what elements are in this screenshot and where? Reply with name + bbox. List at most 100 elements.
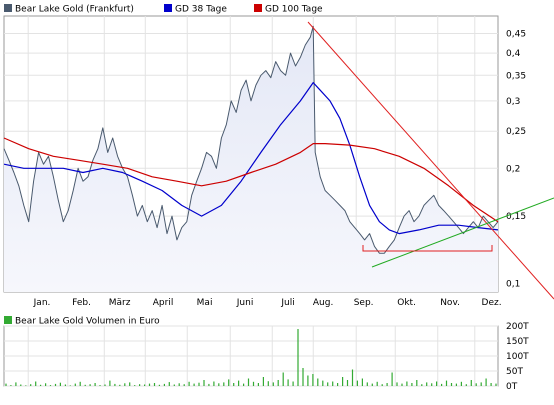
volume-bar [173,384,175,386]
volume-y-tick-label: 200T [506,322,529,332]
series-line-gd38 [3,81,499,235]
volume-bar [421,384,423,386]
volume-bar [59,382,61,386]
volume-bar [445,380,448,386]
series-line-gd100 [3,137,499,223]
price-y-tick-label: 0,3 [506,97,520,107]
volume-bar [470,380,472,386]
price-x-tick-label: Okt. [397,298,416,308]
volume-bar [406,381,408,386]
volume-bar [480,382,482,386]
volume-bar [213,381,215,386]
volume-bar [218,383,220,386]
legend-swatch-gd100 [254,4,262,12]
legend-label-gd38: GD 38 Tage [175,5,227,15]
volume-bar [84,384,86,386]
price-x-tick-label: Juni [236,298,254,308]
volume-bar [178,383,180,386]
volume-bar [188,381,190,386]
volume-bar [163,383,165,386]
volume-bars [5,329,497,386]
volume-bar [198,382,200,386]
volume-bar [356,380,358,386]
volume-bar [346,380,349,386]
price-x-tick-label: Dez. [482,298,502,308]
volume-bar [495,383,497,386]
volume-bar [441,383,443,386]
price-x-tick-label: Sep. [354,298,374,308]
volume-bar [267,381,269,386]
volume-bar [436,381,438,386]
volume-bar [262,377,264,386]
price-y-tick-label: 0,45 [506,30,526,40]
series-line-price [3,25,499,254]
volume-bar [317,378,319,386]
volume-bar [119,384,121,386]
volume-bar [134,385,136,386]
volume-bar [139,384,141,386]
volume-bar [129,382,131,386]
volume-bar [203,380,205,386]
price-y-tick-label: 0,4 [506,49,521,59]
legend: Bear Lake Gold (Frankfurt) GD 38 Tage GD… [4,4,323,15]
price-x-tick-label: Jan. [33,298,51,308]
volume-bar [99,385,101,386]
volume-bar [247,378,250,386]
volume-bar [455,383,457,386]
volume-grid [4,325,498,387]
legend-label-price: Bear Lake Gold (Frankfurt) [15,5,134,15]
price-x-tick-label: Mai [197,298,213,308]
volume-bar [272,382,274,386]
volume-bar [307,375,309,386]
volume-y-tick-label: 0T [506,382,518,392]
volume-bar [475,383,477,386]
volume-bar [69,385,71,386]
volume-bar [376,381,378,386]
volume-bar [148,383,151,386]
price-x-tick-label: Juli [280,298,294,308]
volume-y-tick-label: 50T [506,367,523,377]
price-x-tick-label: April [153,298,174,308]
volume-legend-label: Bear Lake Gold Volumen in Euro [15,317,160,327]
price-x-tick-label: Aug. [313,298,333,308]
volume-bar [257,383,259,386]
price-x-tick-label: Feb. [72,298,91,308]
volume-bar [411,383,413,386]
volume-bar [312,374,314,386]
volume-bar [168,382,170,386]
volume-bar [79,381,81,386]
volume-bar [431,383,433,386]
volume-bar [361,378,363,386]
volume-bar [109,380,111,386]
volume-bar [287,379,289,386]
volume-bar [243,383,245,386]
volume-bar [297,329,299,386]
volume-bar [30,384,32,386]
volume-bar [64,384,66,386]
trendline-downtrend [307,21,554,300]
volume-bar [450,383,453,386]
volume-bar [124,383,126,386]
volume-legend-swatch [4,316,12,324]
volume-bar [386,383,388,386]
volume-panel: 0T 50T 100T 150T 200T [3,322,529,392]
volume-bar [183,384,185,386]
trendline-uptrend [371,197,554,268]
volume-bar [426,382,428,386]
price-panel: 0,1 0,15 0,2 0,25 0,3 0,35 0,4 0,45 Jan. Feb. Mär… [3,15,554,308]
volume-bar [292,381,294,386]
price-x-tick-label: Nov. [440,298,460,308]
volume-y-tick-label: 150T [506,337,529,347]
volume-bar [460,381,462,386]
volume-bar [45,383,47,386]
volume-bar [238,380,240,386]
volume-bar [49,385,52,386]
price-x-axis: Jan. Feb. März April Mai Juni Juli Aug. Sep. Okt.… [33,298,502,308]
legend-swatch-gd38 [164,4,172,12]
volume-bar [208,383,210,386]
volume-y-axis: 0T 50T 100T 150T 200T [506,322,529,392]
volume-bar [233,383,235,386]
volume-bar [381,384,383,386]
volume-bar [337,383,339,386]
